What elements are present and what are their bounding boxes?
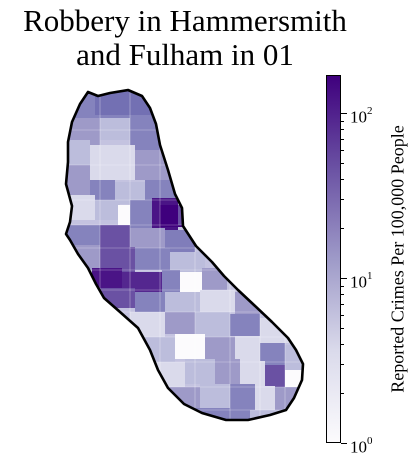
colorbar-minor-tick	[341, 139, 344, 140]
colorbar-major-tick	[341, 113, 347, 114]
colorbar-tick-label-1e1: 101	[350, 270, 373, 292]
colorbar-minor-tick	[341, 121, 344, 122]
colorbar-minor-tick	[341, 286, 344, 287]
colorbar-minor-tick	[341, 315, 344, 316]
ward-cells	[66, 90, 303, 420]
colorbar-minor-tick	[341, 294, 344, 295]
colorbar-label: Reported Crimes Per 100,000 People	[387, 125, 408, 393]
colorbar-minor-tick	[341, 179, 344, 180]
colorbar-minor-tick	[341, 199, 344, 200]
colorbar-minor-tick	[341, 328, 344, 329]
map-title: Robbery in Hammersmith and Fulham in 01	[0, 4, 370, 72]
title-line-1: Robbery in Hammersmith	[23, 3, 347, 38]
colorbar-minor-tick	[341, 304, 344, 305]
colorbar-minor-tick	[341, 344, 344, 345]
colorbar-minor-tick	[341, 163, 344, 164]
colorbar-minor-tick	[341, 393, 344, 394]
colorbar-tick-label-1e2: 102	[350, 105, 373, 127]
colorbar-minor-tick	[341, 364, 344, 365]
colorbar-minor-tick	[341, 150, 344, 151]
colorbar-tick-label-1e0: 100	[350, 435, 373, 457]
title-line-2: and Fulham in 01	[76, 37, 294, 72]
colorbar	[326, 75, 341, 443]
colorbar-major-tick	[341, 278, 347, 279]
colorbar-major-tick	[341, 443, 347, 444]
colorbar-minor-tick	[341, 228, 344, 229]
colorbar-minor-tick	[341, 129, 344, 130]
